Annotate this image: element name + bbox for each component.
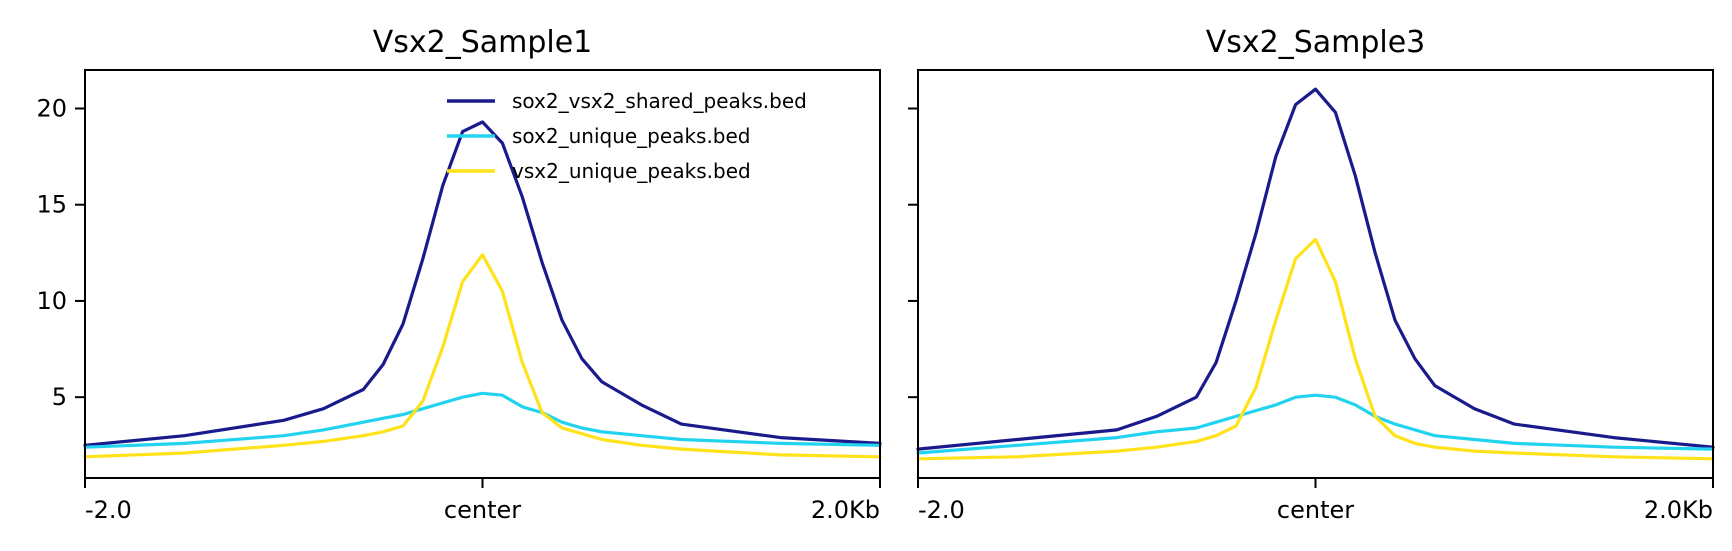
legend-label-3: vsx2_unique_peaks.bed: [512, 159, 751, 183]
chart-panel-1: Vsx2_Sample1 5 10 15 20 -2.0 center 2.0Kb sox2_v…: [36, 25, 882, 524]
plot-frame: [917, 69, 1714, 479]
x-tick-label: 2.0Kb: [1644, 496, 1713, 524]
series-line-1: [83, 120, 882, 447]
x-tick-label: center: [444, 496, 521, 524]
plot-frame: [84, 69, 881, 479]
chart-panel-2: Vsx2_Sample3 -2.0 center 2.0Kb: [908, 25, 1715, 524]
series-line-1: [916, 87, 1715, 451]
y-tick-label: 15: [36, 191, 67, 219]
y-tick-label: 10: [36, 287, 67, 315]
x-tick-label: -2.0: [918, 496, 965, 524]
legend: sox2_vsx2_shared_peaks.bed sox2_unique_pe…: [447, 89, 807, 183]
x-tick-label: -2.0: [85, 496, 132, 524]
legend-label-2: sox2_unique_peaks.bed: [512, 124, 751, 148]
y-tick-label: 5: [52, 383, 67, 411]
legend-label-1: sox2_vsx2_shared_peaks.bed: [512, 89, 807, 113]
x-tick-label: 2.0Kb: [811, 496, 880, 524]
series-line-2: [916, 393, 1715, 455]
x-tick-label: center: [1277, 496, 1354, 524]
series-line-2: [83, 391, 882, 449]
chart-title: Vsx2_Sample3: [1206, 25, 1426, 60]
series-line-3: [916, 237, 1715, 461]
series-line-3: [83, 253, 882, 459]
chart-title: Vsx2_Sample1: [373, 25, 593, 60]
y-tick-label: 20: [36, 94, 67, 122]
